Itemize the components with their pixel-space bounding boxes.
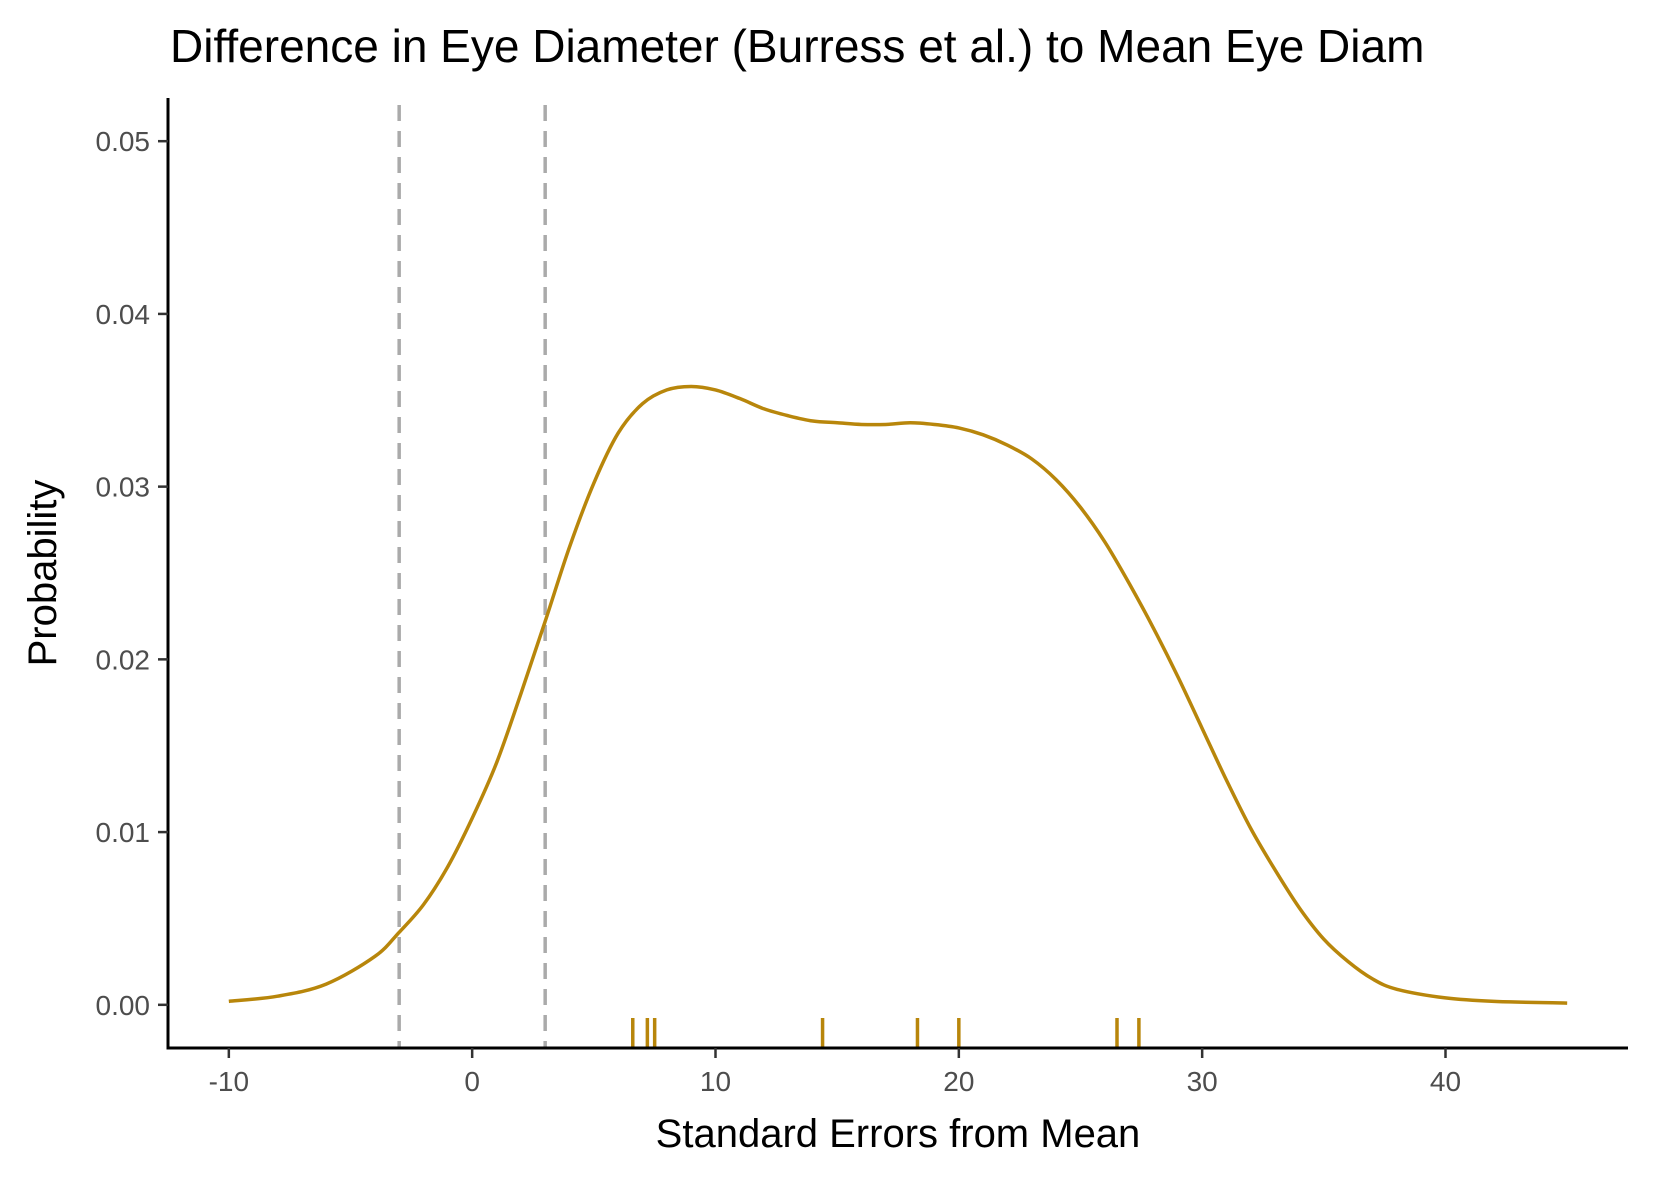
y-axis-title: Probability xyxy=(21,480,65,667)
density-series xyxy=(228,384,1568,1005)
x-tick-label: 30 xyxy=(1187,1066,1218,1097)
reference-lines xyxy=(397,105,547,1048)
x-tick-label: 10 xyxy=(700,1066,731,1097)
y-tick-label: 0.03 xyxy=(96,472,151,503)
y-tick-label: 0.04 xyxy=(96,299,151,330)
chart-title: Difference in Eye Diameter (Burress et a… xyxy=(170,20,1424,72)
x-tick-label: 20 xyxy=(943,1066,974,1097)
x-axis-ticks: -10 0 10 20 30 40 xyxy=(209,1048,1461,1097)
x-axis-title: Standard Errors from Mean xyxy=(656,1112,1141,1156)
y-axis-ticks: 0.00 0.01 0.02 0.03 0.04 0.05 xyxy=(96,126,168,1021)
y-tick-label: 0.01 xyxy=(96,817,151,848)
y-tick-label: 0.02 xyxy=(96,644,151,675)
x-tick-label: 0 xyxy=(464,1066,480,1097)
y-tick-label: 0.00 xyxy=(96,990,151,1021)
x-tick-label: -10 xyxy=(209,1066,249,1097)
y-tick-label: 0.05 xyxy=(96,126,151,157)
x-tick-label: 40 xyxy=(1430,1066,1461,1097)
rug-marks xyxy=(631,1018,1141,1048)
density-line xyxy=(228,384,1568,1005)
